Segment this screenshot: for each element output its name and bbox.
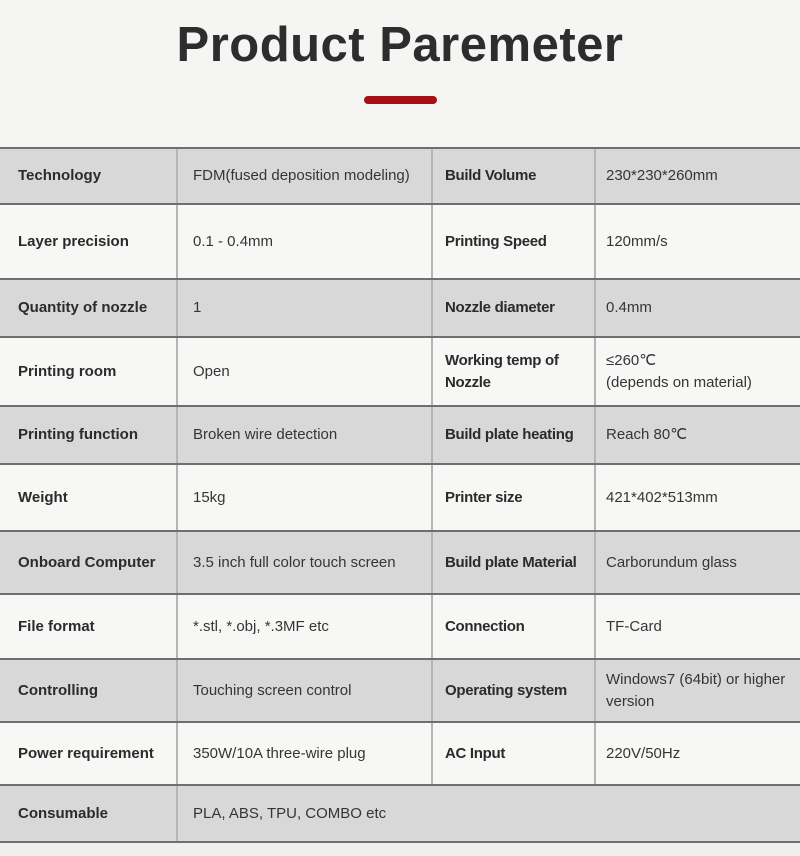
spec-value: 1	[178, 280, 433, 336]
spec-label: Technology	[0, 149, 178, 203]
spec-value: 120mm/s	[606, 232, 668, 250]
table-row: Controlling Touching screen control Oper…	[0, 658, 800, 721]
spec-label: Layer precision	[0, 205, 178, 278]
spec-label: Printing Speed	[433, 205, 596, 278]
spec-label: File format	[0, 595, 178, 658]
spec-value: Windows7 (64bit) or higher version	[606, 670, 786, 710]
table-row: Quantity of nozzle 1 Nozzle diameter 0.4…	[0, 278, 800, 336]
spec-value: *.stl, *.obj, *.3MF etc	[178, 595, 433, 658]
spec-label: Consumable	[0, 786, 178, 841]
table-row: Consumable PLA, ABS, TPU, COMBO etc	[0, 784, 800, 841]
spec-label: Build plate Material	[433, 532, 596, 593]
spec-label: Operating system	[433, 660, 596, 721]
spec-label: Printing room	[0, 338, 178, 405]
spec-table: Technology FDM(fused deposition modeling…	[0, 147, 800, 843]
spec-label: Quantity of nozzle	[0, 280, 178, 336]
spec-value: TF-Card	[606, 617, 662, 635]
spec-value: Reach 80℃	[606, 426, 688, 444]
spec-value: 230*230*260mm	[606, 167, 718, 185]
spec-value: FDM(fused deposition modeling)	[178, 149, 433, 203]
table-row: Weight 15kg Printer size 421*402*513mm	[0, 463, 800, 530]
page-title: Product Paremeter	[176, 18, 624, 72]
table-row: Layer precision 0.1 - 0.4mm Printing Spe…	[0, 203, 800, 278]
spec-label: AC Input	[433, 723, 596, 784]
spec-label: Onboard Computer	[0, 532, 178, 593]
spec-value: Open	[178, 338, 433, 405]
spec-label: Printer size	[433, 465, 596, 530]
spec-label: Printing function	[0, 407, 178, 463]
table-row: File format *.stl, *.obj, *.3MF etc Conn…	[0, 593, 800, 658]
spec-value: 0.4mm	[606, 299, 652, 317]
spec-label: Weight	[0, 465, 178, 530]
spec-value: 350W/10A three-wire plug	[178, 723, 433, 784]
spec-value: ≤260℃ (depends on material)	[606, 351, 752, 391]
spec-value: Broken wire detection	[178, 407, 433, 463]
spec-value: Touching screen control	[178, 660, 433, 721]
table-row: Printing room Open Working temp of Nozzl…	[0, 336, 800, 405]
spec-label: Power requirement	[0, 723, 178, 784]
spec-label: Controlling	[0, 660, 178, 721]
spec-label: Connection	[433, 595, 596, 658]
spec-label: Build plate heating	[433, 407, 596, 463]
spec-value: 0.1 - 0.4mm	[178, 205, 433, 278]
spec-label: Build Volume	[433, 149, 596, 203]
table-row: Onboard Computer 3.5 inch full color tou…	[0, 530, 800, 593]
spec-value: Carborundum glass	[606, 553, 737, 571]
spec-label: Working temp of Nozzle	[433, 338, 596, 405]
spec-label: Nozzle diameter	[433, 280, 596, 336]
spec-value: 421*402*513mm	[606, 488, 718, 506]
spec-value: PLA, ABS, TPU, COMBO etc	[193, 804, 387, 822]
table-row: Power requirement 350W/10A three-wire pl…	[0, 721, 800, 784]
spec-value: 220V/50Hz	[606, 744, 681, 762]
spec-value: 3.5 inch full color touch screen	[178, 532, 433, 593]
table-row: Printing function Broken wire detection …	[0, 405, 800, 463]
bottom-strip	[0, 843, 800, 856]
spec-value: 15kg	[178, 465, 433, 530]
table-row: Technology FDM(fused deposition modeling…	[0, 147, 800, 203]
title-underline	[363, 96, 437, 104]
